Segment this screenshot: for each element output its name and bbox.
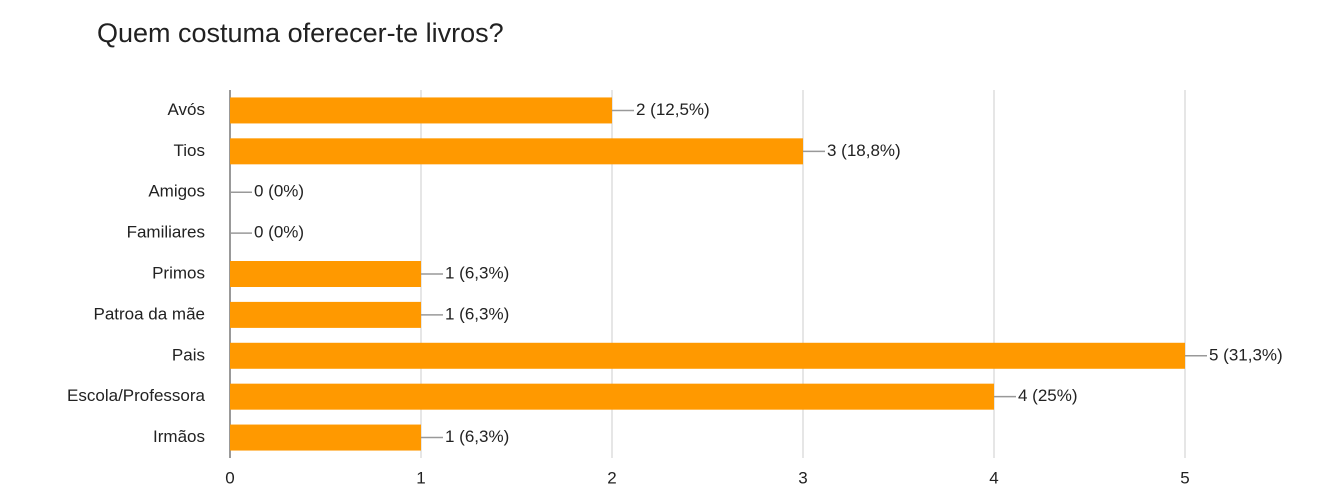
value-label: 1 (6,3%) bbox=[445, 304, 509, 323]
x-tick-label: 1 bbox=[416, 468, 425, 487]
bar bbox=[230, 424, 421, 451]
y-tick-label: Irmãos bbox=[153, 427, 205, 446]
value-label: 0 (0%) bbox=[254, 223, 304, 242]
y-tick-label: Patroa da mãe bbox=[93, 304, 205, 323]
y-tick-label: Escola/Professora bbox=[67, 386, 205, 405]
value-label: 1 (6,3%) bbox=[445, 263, 509, 282]
bar bbox=[230, 383, 994, 410]
bar bbox=[230, 261, 421, 287]
value-label: 0 (0%) bbox=[254, 182, 304, 201]
value-label: 4 (25%) bbox=[1018, 386, 1078, 405]
x-tick-label: 0 bbox=[225, 468, 234, 487]
bar bbox=[230, 138, 803, 165]
value-label: 3 (18,8%) bbox=[827, 141, 901, 160]
value-label: 1 (6,3%) bbox=[445, 427, 509, 446]
bar bbox=[230, 342, 1185, 369]
y-tick-label: Amigos bbox=[148, 182, 205, 201]
bar bbox=[230, 301, 421, 328]
x-tick-label: 3 bbox=[798, 468, 807, 487]
y-tick-label: Familiares bbox=[127, 223, 205, 242]
chart-title: Quem costuma oferecer-te livros? bbox=[97, 18, 504, 48]
y-tick-label: Pais bbox=[172, 345, 205, 364]
bar bbox=[230, 97, 612, 124]
x-tick-label: 5 bbox=[1180, 468, 1189, 487]
y-tick-label: Primos bbox=[152, 263, 205, 282]
x-tick-label: 4 bbox=[989, 468, 998, 487]
y-tick-label: Avós bbox=[168, 100, 206, 119]
value-label: 2 (12,5%) bbox=[636, 100, 710, 119]
x-tick-label: 2 bbox=[607, 468, 616, 487]
value-label: 5 (31,3%) bbox=[1209, 345, 1283, 364]
y-tick-label: Tios bbox=[174, 141, 206, 160]
